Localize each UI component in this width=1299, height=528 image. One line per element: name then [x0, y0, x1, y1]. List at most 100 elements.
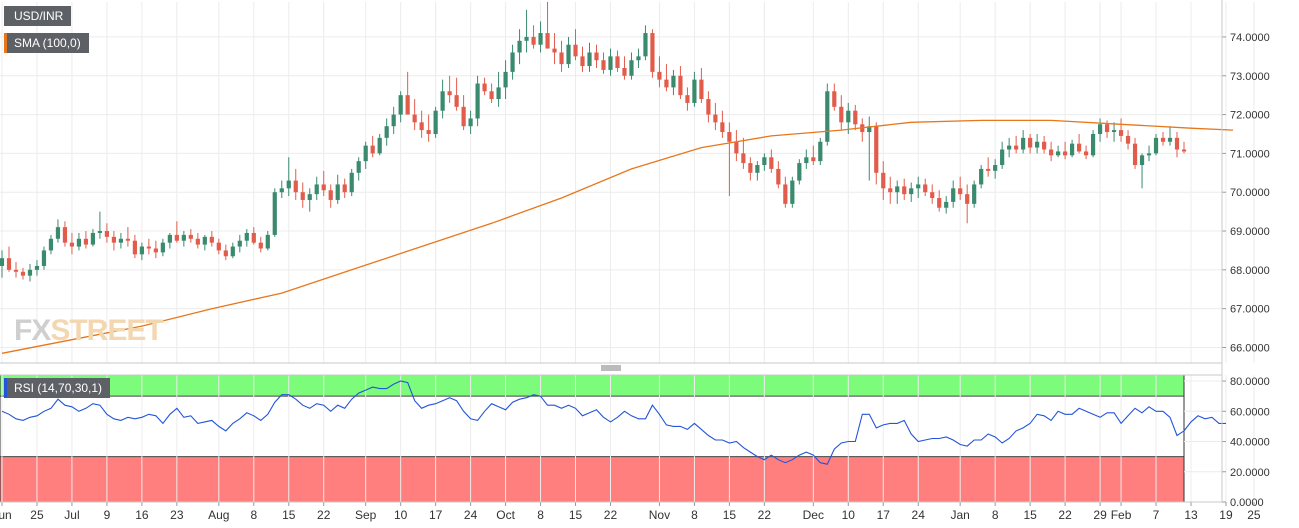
candle-body — [783, 184, 788, 204]
date-tick-label: 22 — [604, 508, 618, 522]
candle-body — [622, 67, 627, 76]
candle-up — [517, 29, 522, 65]
candle-up — [797, 159, 802, 185]
candle-down — [125, 227, 130, 247]
candle-body — [216, 242, 221, 251]
date-tick-label: 8 — [992, 508, 999, 522]
price-tick-label: 71.0000 — [1230, 148, 1270, 160]
candle-up — [1069, 139, 1075, 158]
candle-body — [174, 234, 179, 241]
sma-series — [1, 119, 1234, 354]
candle-body — [776, 168, 781, 185]
candle-up — [377, 133, 382, 156]
candle-body — [377, 137, 382, 154]
candle-body — [930, 192, 935, 199]
candle-down — [419, 110, 424, 138]
candle-down — [69, 232, 75, 255]
candle-body — [608, 56, 613, 70]
candle-down — [615, 50, 620, 72]
candle-body — [328, 190, 333, 200]
candle-up — [1000, 141, 1005, 169]
date-tick-label: Jun — [0, 508, 12, 522]
candle-up — [867, 116, 872, 181]
candle-up — [916, 176, 921, 199]
candle-up — [335, 174, 340, 204]
candle-down — [930, 184, 935, 204]
candle-up — [538, 21, 543, 53]
date-tick-label: 29 — [1093, 508, 1107, 522]
candle-body — [538, 33, 543, 45]
candle-body — [342, 184, 347, 193]
candle-up — [167, 232, 172, 249]
candle-body — [1069, 143, 1075, 156]
candle-down — [62, 221, 68, 247]
date-tick-label: 8 — [537, 508, 544, 522]
candle-down — [811, 145, 816, 166]
price-grid — [0, 2, 1255, 363]
candle-down — [104, 223, 110, 243]
rsi-line — [1, 380, 1226, 465]
candle-body — [426, 130, 431, 134]
candle-body — [874, 126, 879, 173]
candle-body — [657, 71, 662, 80]
instrument-tag[interactable]: USD/INR — [4, 6, 72, 26]
rsi-tag[interactable]: RSI (14,70,30,1) — [4, 378, 111, 398]
candle-up — [0, 250, 5, 278]
date-tick-label: Aug — [208, 508, 229, 522]
date-tick-label: 25 — [30, 508, 44, 522]
candle-up — [433, 106, 438, 138]
candle-up — [790, 176, 795, 208]
candle-body — [1160, 137, 1166, 142]
candle-body — [587, 52, 592, 67]
date-tick-label: 13 — [1184, 508, 1198, 522]
candle-down — [580, 46, 585, 72]
candle-down — [881, 161, 886, 200]
candle-down — [1132, 137, 1138, 169]
candle-down — [111, 231, 117, 251]
candle-body — [1028, 137, 1033, 148]
candle-body — [510, 52, 515, 72]
price-tick-label: 73.0000 — [1230, 71, 1270, 83]
candle-up — [566, 36, 571, 68]
date-tick-label: Dec — [803, 508, 824, 522]
candle-body — [223, 250, 228, 257]
candle-up — [636, 48, 641, 68]
candle-down — [447, 75, 452, 103]
candle-body — [265, 234, 270, 249]
candle-body — [979, 168, 984, 185]
candle-up — [27, 264, 33, 282]
candle-down — [986, 157, 991, 177]
candle-down — [748, 157, 753, 181]
sma-tag[interactable]: SMA (100,0) — [4, 33, 89, 53]
candle-up — [391, 106, 396, 134]
candle-down — [188, 229, 193, 243]
candle-body — [1139, 155, 1145, 166]
candle-body — [769, 157, 774, 169]
candle-body — [559, 52, 564, 65]
candle-body — [601, 60, 606, 70]
candle-down — [622, 56, 627, 80]
candle-up — [76, 232, 82, 251]
rsi-tick-label: 0.0000 — [1230, 497, 1264, 509]
candle-up — [41, 246, 47, 270]
candle-body — [55, 227, 61, 239]
candle-down — [1063, 141, 1068, 160]
price-tick-label: 66.0000 — [1230, 342, 1270, 354]
candle-down — [258, 236, 263, 253]
candle-body — [279, 188, 284, 193]
date-tick-label: 7 — [1153, 508, 1160, 522]
candle-body — [118, 238, 123, 243]
candle-body — [237, 240, 242, 247]
candle-down — [1118, 118, 1124, 142]
candle-down — [1049, 141, 1054, 162]
candle-up — [398, 91, 403, 123]
rsi-series — [1, 380, 1226, 465]
candle-body — [580, 56, 585, 67]
candle-down — [153, 240, 158, 259]
candle-body — [370, 145, 375, 154]
candle-up — [944, 196, 949, 214]
price-tick-label: 67.0000 — [1230, 304, 1270, 316]
candle-up — [1090, 130, 1096, 158]
candle-body — [888, 188, 893, 193]
candle-body — [202, 236, 207, 245]
